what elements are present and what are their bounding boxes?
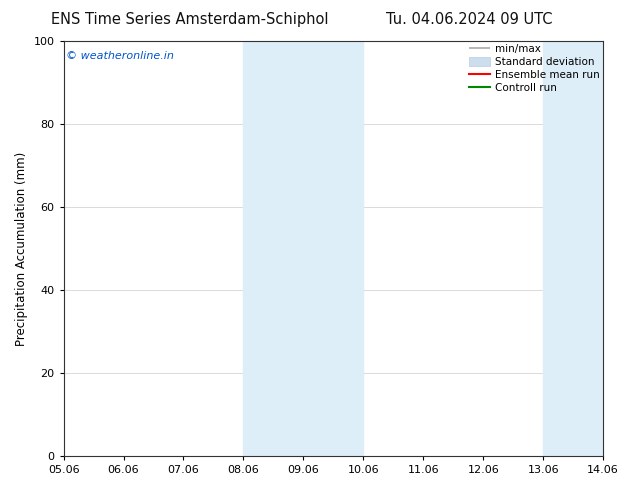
Text: Tu. 04.06.2024 09 UTC: Tu. 04.06.2024 09 UTC	[386, 12, 552, 27]
Bar	[243, 41, 304, 456]
Legend: min/max, Standard deviation, Ensemble mean run, Controll run: min/max, Standard deviation, Ensemble me…	[469, 44, 600, 93]
Y-axis label: Precipitation Accumulation (mm): Precipitation Accumulation (mm)	[15, 151, 28, 345]
Bar	[543, 41, 603, 456]
Bar	[304, 41, 363, 456]
Text: © weatheronline.in: © weatheronline.in	[67, 51, 174, 61]
Text: ENS Time Series Amsterdam-Schiphol: ENS Time Series Amsterdam-Schiphol	[51, 12, 329, 27]
